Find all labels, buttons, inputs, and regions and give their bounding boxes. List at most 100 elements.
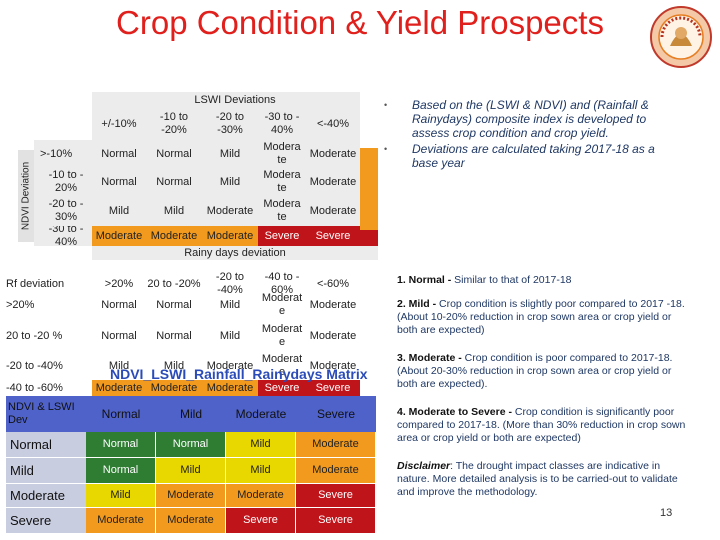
rainy-row-label: -40 to -60% [0, 380, 92, 396]
ndvi-deviation-label: NDVI Deviation [18, 150, 34, 242]
lswi-column-header: <-40% [306, 108, 360, 140]
rainy-column-header: -20 to -40% [202, 262, 258, 306]
rainy-days-header: Rainy days deviation [92, 246, 378, 260]
lswi-cell: Moderate [146, 226, 202, 246]
combined-cell: Mild [226, 458, 296, 484]
rainy-cell: Severe [306, 380, 360, 396]
disclaimer: Disclaimer: The drought impact classes a… [397, 460, 687, 499]
lswi-cell: Mild [202, 168, 258, 196]
combined-row-label: Moderate [6, 484, 86, 508]
category-head: 4. Moderate to Severe - [397, 406, 512, 418]
lswi-cell: Normal [92, 168, 146, 196]
rainy-cell: Moderate [202, 380, 258, 396]
combined-row-label: Normal [6, 432, 86, 458]
combined-cell: Moderate [226, 484, 296, 508]
rainy-row-label: >20% [0, 290, 92, 320]
category-text: Similar to that of 2017-18 [451, 274, 572, 286]
combined-column-header: Normal [86, 396, 156, 432]
rainy-row-label: 20 to -20 % [0, 320, 92, 352]
combined-cell: Mild [86, 484, 156, 508]
disclaimer-label: Disclaimer [397, 460, 451, 472]
lswi-cell: Normal [146, 140, 202, 168]
rainy-cell: Moderate [309, 329, 357, 342]
rainy-column-header: 20 to -20% [146, 262, 202, 306]
lswi-cell: Modera te [258, 140, 306, 168]
lswi-row-label: >-10% [34, 140, 92, 168]
rainy-cell: Normal [156, 329, 192, 342]
lswi-cell: Mild [202, 140, 258, 168]
lswi-column-header: -30 to - 40% [258, 108, 306, 140]
combined-column-header: Moderate [226, 396, 296, 432]
combined-corner: NDVI & LSWI Dev [6, 396, 86, 432]
lswi-cell: Modera te [258, 196, 306, 226]
rainy-cell: Moderat e [261, 353, 303, 378]
lswi-cell: Moderate [92, 226, 146, 246]
combined-cell: Normal [86, 458, 156, 484]
bullet-item-1: • Based on the (LSWI & NDVI) and (Rainfa… [384, 98, 672, 140]
category-text: Crop condition is slightly poor compared… [397, 298, 685, 336]
category-head: 3. Moderate - [397, 352, 462, 364]
ndvi-deviation-text: NDVI Deviation [20, 161, 32, 231]
lswi-cell: Moderate [306, 196, 360, 226]
rainy-cell: Mild [108, 359, 130, 372]
bullet-dot-icon: • [384, 100, 388, 110]
lswi-row-label: -20 to - 30% [34, 196, 92, 226]
lswi-column-header: +/-10% [92, 108, 146, 140]
rainy-cell: Mild [219, 329, 241, 342]
lswi-cell: Moderate [202, 196, 258, 226]
rainy-column-header: -40 to - 60% [258, 262, 306, 306]
combined-row-label: Severe [6, 508, 86, 534]
combined-cell: Severe [296, 508, 376, 534]
category-head: 1. Normal - [397, 274, 452, 286]
combined-cell: Moderate [296, 458, 376, 484]
category-mild: 2. Mild - Crop condition is slightly poo… [397, 298, 687, 337]
rainy-cell: Moderat e [261, 292, 303, 317]
lswi-cell: Moderate [306, 140, 360, 168]
rainy-cell: Moderate [206, 359, 254, 372]
combined-cell: Severe [296, 484, 376, 508]
rainy-column-header: <-60% [306, 262, 360, 306]
bullet-dot-icon: • [384, 144, 388, 154]
rainy-cell: Mild [219, 298, 241, 311]
rainy-cell: Normal [101, 298, 137, 311]
combined-cell: Moderate [296, 432, 376, 458]
combined-column-header: Mild [156, 396, 226, 432]
rainy-cell: Severe [258, 380, 306, 396]
category-normal: 1. Normal - Similar to that of 2017-18 [397, 274, 687, 287]
rainy-cell: Normal [156, 298, 192, 311]
bullet-text-2: Deviations are calculated taking 2017-18… [412, 142, 655, 170]
organization-seal-logo [650, 6, 712, 68]
rainy-cell: Moderat e [261, 323, 303, 348]
category-text: Crop condition is poor compared to 2017-… [397, 352, 673, 390]
lswi-column-header: -20 to -30% [202, 108, 258, 140]
rainy-cell: Moderate [309, 298, 357, 311]
disclaimer-text: : The drought impact classes are indicat… [397, 460, 678, 498]
lswi-cell: Mild [146, 196, 202, 226]
lswi-cell: Mild [92, 196, 146, 226]
rainy-cell: Normal [101, 329, 137, 342]
category-moderate: 3. Moderate - Crop condition is poor com… [397, 352, 687, 391]
combined-cell: Mild [226, 432, 296, 458]
lswi-cell: Severe [306, 226, 360, 246]
category-text: Crop condition is significantly poor com… [397, 406, 686, 444]
lswi-row-label: -10 to - 20% [34, 168, 92, 196]
combined-row-label: Mild [6, 458, 86, 484]
bullet-text-1: Based on the (LSWI & NDVI) and (Rainfall… [412, 98, 649, 140]
combined-cell: Normal [86, 432, 156, 458]
rainy-column-header: >20% [92, 262, 146, 306]
rainy-cell: Moderate [146, 380, 202, 396]
lswi-cell: Modera te [258, 168, 306, 196]
combined-cell: Moderate [156, 508, 226, 534]
rainy-row-label: -20 to -40% [0, 352, 92, 380]
rainy-cell: Mild [163, 359, 185, 372]
lswi-cell: Moderate [306, 168, 360, 196]
rainy-cell: Moderate [92, 380, 146, 396]
rainy-cell: Moderate [309, 359, 357, 372]
bullet-item-2: • Deviations are calculated taking 2017-… [384, 142, 674, 170]
category-moderate-severe: 4. Moderate to Severe - Crop condition i… [397, 406, 687, 445]
lswi-cell: Normal [146, 168, 202, 196]
combined-cell: Severe [226, 508, 296, 534]
lswi-cell: Moderate [202, 226, 258, 246]
combined-cell: Mild [156, 458, 226, 484]
lswi-row-label: -30 to - 40% [34, 226, 92, 246]
